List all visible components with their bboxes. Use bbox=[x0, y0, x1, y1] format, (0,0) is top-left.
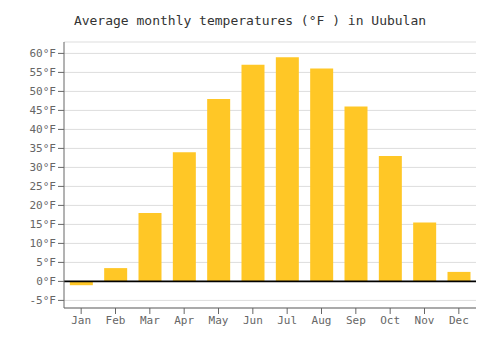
svg-text:Jun: Jun bbox=[243, 314, 263, 327]
html-text:Average monthly temperatures (: Average monthly temperatures (°F ) in Uu… bbox=[73, 13, 427, 28]
svg-text:60°F: 60°F bbox=[30, 47, 57, 60]
svg-text:May: May bbox=[209, 314, 229, 327]
svg-text:5°F: 5°F bbox=[36, 256, 56, 269]
svg-text:10°F: 10°F bbox=[30, 237, 57, 250]
svg-text:Nov: Nov bbox=[415, 314, 435, 327]
svg-text:20°F: 20°F bbox=[30, 199, 57, 212]
svg-text:Aug: Aug bbox=[312, 314, 332, 327]
svg-text:15°F: 15°F bbox=[30, 218, 57, 231]
svg-text:Oct: Oct bbox=[380, 314, 400, 327]
svg-text:-5°F: -5°F bbox=[30, 294, 57, 307]
svg-text:Feb: Feb bbox=[106, 314, 126, 327]
svg-text:40°F: 40°F bbox=[30, 123, 57, 136]
svg-text:Jul: Jul bbox=[277, 314, 297, 327]
svg-text:30°F: 30°F bbox=[30, 161, 57, 174]
svg-text:55°F: 55°F bbox=[30, 66, 57, 79]
svg-text:0°F: 0°F bbox=[36, 275, 56, 288]
svg-text:35°F: 35°F bbox=[30, 142, 57, 155]
svg-text:50°F: 50°F bbox=[30, 85, 57, 98]
svg-text:Jan: Jan bbox=[71, 314, 91, 327]
svg-text:Mar: Mar bbox=[140, 314, 160, 327]
svg-text:45°F: 45°F bbox=[30, 104, 57, 117]
svg-text:Apr: Apr bbox=[174, 314, 194, 327]
svg-text:Sep: Sep bbox=[346, 314, 366, 327]
svg-text:25°F: 25°F bbox=[30, 180, 57, 193]
svg-text:Dec: Dec bbox=[449, 314, 469, 327]
